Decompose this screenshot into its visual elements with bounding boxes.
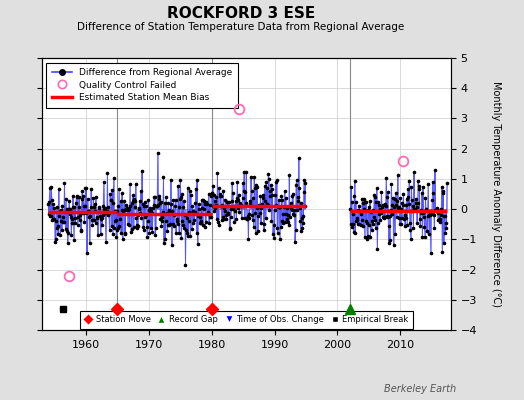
Text: ROCKFORD 3 ESE: ROCKFORD 3 ESE [167, 6, 315, 21]
Text: Difference of Station Temperature Data from Regional Average: Difference of Station Temperature Data f… [78, 22, 405, 32]
Legend: Station Move, Record Gap, Time of Obs. Change, Empirical Break: Station Move, Record Gap, Time of Obs. C… [80, 311, 413, 328]
Text: Berkeley Earth: Berkeley Earth [384, 384, 456, 394]
Y-axis label: Monthly Temperature Anomaly Difference (°C): Monthly Temperature Anomaly Difference (… [491, 81, 501, 307]
